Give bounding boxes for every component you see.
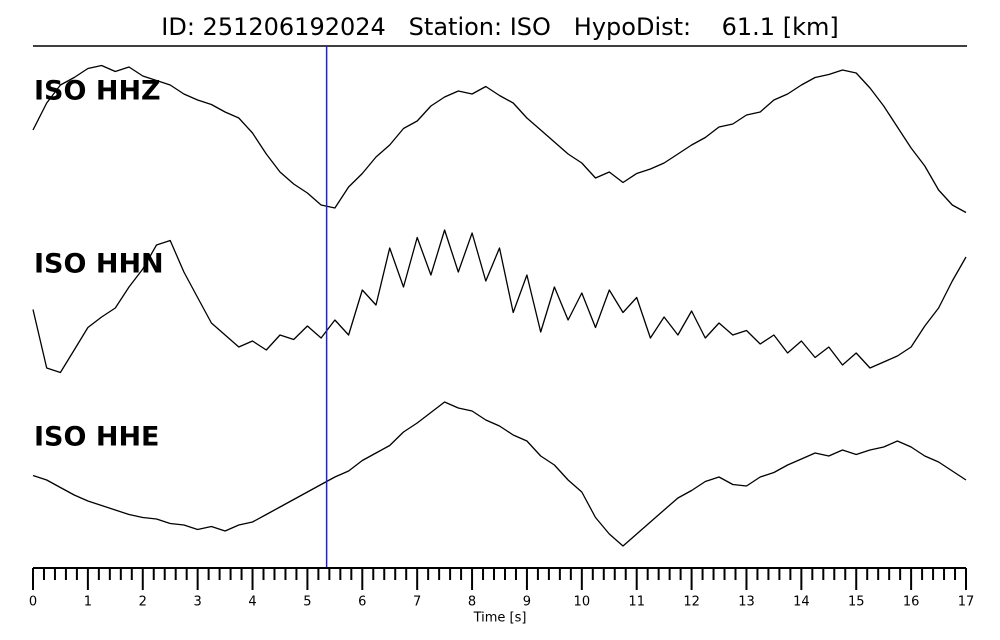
trace [32,229,967,374]
x-tick-label: 17 [958,595,975,610]
x-tick-label: 13 [738,595,755,610]
x-tick-label: 4 [248,595,256,610]
chart-title: ID: 251206192024 Station: ISO HypoDist: … [161,13,838,41]
x-tick-label: 10 [574,595,591,610]
x-tick-label: 14 [793,595,810,610]
x-axis-label: Time [s] [473,611,527,626]
trace-label: ISO HHZ [34,76,161,107]
trace-label: ISO HHN [34,249,164,280]
x-tick-label: 0 [29,595,37,610]
trace-label: ISO HHE [34,422,159,453]
x-tick-label: 5 [303,595,311,610]
x-tick-label: 11 [628,595,645,610]
x-tick-label: 9 [523,595,531,610]
trace [32,401,967,547]
x-tick-label: 8 [468,595,476,610]
x-tick-label: 2 [139,595,147,610]
x-tick-label: 7 [413,595,421,610]
trace [32,64,967,214]
x-tick-label: 6 [358,595,366,610]
x-tick-label: 12 [683,595,700,610]
x-tick-label: 16 [903,595,920,610]
x-tick-label: 15 [848,595,865,610]
x-tick-label: 3 [194,595,202,610]
x-tick-label: 1 [84,595,92,610]
